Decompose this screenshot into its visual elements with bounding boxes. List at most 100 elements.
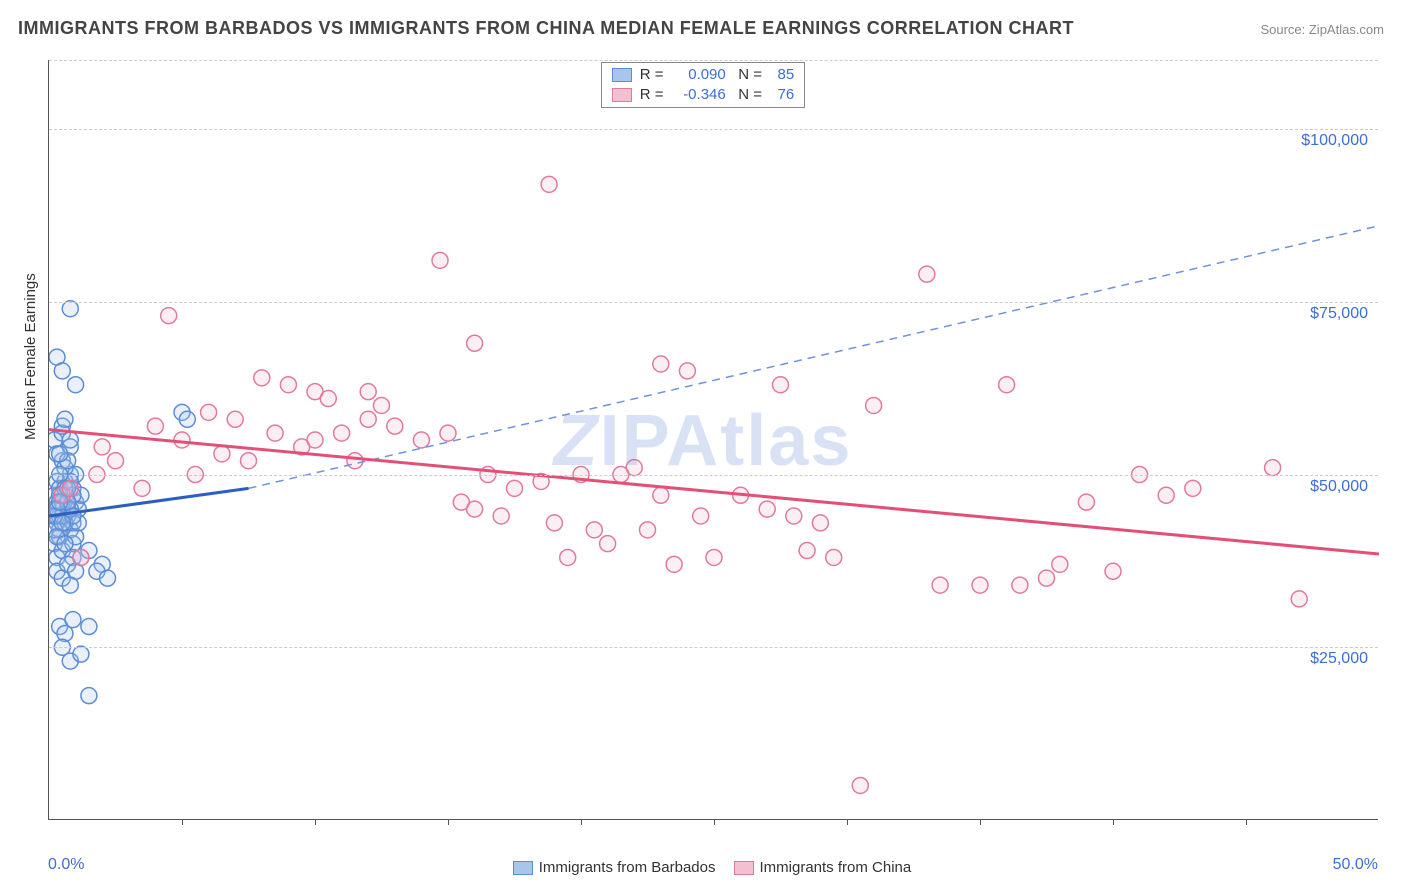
scatter-plot-svg — [49, 60, 1379, 820]
grid-line — [49, 647, 1378, 648]
data-point — [73, 549, 89, 565]
grid-line — [49, 302, 1378, 303]
legend-swatch — [734, 861, 754, 875]
data-point — [54, 515, 70, 531]
data-point — [1039, 570, 1055, 586]
data-point — [560, 549, 576, 565]
legend-swatch — [513, 861, 533, 875]
correlation-legend: R = 0.090 N = 85R = -0.346 N = 76 — [0, 62, 1406, 108]
data-point — [307, 432, 323, 448]
y-tick-label: $75,000 — [1310, 305, 1368, 323]
plot-area: $25,000 $50,000 $75,000 $100,000 — [48, 60, 1378, 820]
data-point — [374, 397, 390, 413]
data-point — [52, 446, 68, 462]
data-point — [241, 453, 257, 469]
data-point — [786, 508, 802, 524]
data-point — [693, 508, 709, 524]
data-point — [174, 432, 190, 448]
legend-swatch — [612, 68, 632, 82]
data-point — [546, 515, 562, 531]
source-link[interactable]: ZipAtlas.com — [1309, 22, 1384, 37]
correlation-legend-box: R = 0.090 N = 85R = -0.346 N = 76 — [601, 62, 805, 108]
data-point — [706, 549, 722, 565]
y-tick-label: $50,000 — [1310, 478, 1368, 496]
legend-label: Immigrants from China — [760, 859, 912, 876]
chart-title: IMMIGRANTS FROM BARBADOS VS IMMIGRANTS F… — [18, 18, 1074, 39]
data-point — [467, 335, 483, 351]
data-point — [214, 446, 230, 462]
data-point — [1185, 480, 1201, 496]
data-point — [1291, 591, 1307, 607]
data-point — [972, 577, 988, 593]
data-point — [432, 252, 448, 268]
data-point — [134, 480, 150, 496]
legend-swatch — [612, 88, 632, 102]
data-point — [799, 543, 815, 559]
x-tick — [1113, 819, 1114, 825]
data-point — [679, 363, 695, 379]
data-point — [1052, 556, 1068, 572]
x-tick — [182, 819, 183, 825]
data-point — [866, 397, 882, 413]
source-prefix: Source: — [1260, 22, 1308, 37]
trend-line-extrapolated — [249, 226, 1380, 489]
data-point — [347, 453, 363, 469]
x-tick — [714, 819, 715, 825]
data-point — [62, 480, 78, 496]
data-point — [541, 176, 557, 192]
data-point — [1158, 487, 1174, 503]
data-point — [999, 377, 1015, 393]
data-point — [73, 646, 89, 662]
data-point — [666, 556, 682, 572]
r-value: 0.090 — [668, 65, 726, 85]
data-point — [413, 432, 429, 448]
data-point — [1078, 494, 1094, 510]
data-point — [147, 418, 163, 434]
data-point — [653, 356, 669, 372]
data-point — [62, 577, 78, 593]
data-point — [1265, 460, 1281, 476]
data-point — [586, 522, 602, 538]
data-point — [600, 536, 616, 552]
data-point — [57, 536, 73, 552]
data-point — [81, 688, 97, 704]
n-value: 76 — [766, 85, 794, 105]
legend-label: Immigrants from Barbados — [539, 859, 716, 876]
data-point — [280, 377, 296, 393]
data-point — [360, 411, 376, 427]
data-point — [54, 363, 70, 379]
x-tick — [980, 819, 981, 825]
grid-line — [49, 129, 1378, 130]
data-point — [1012, 577, 1028, 593]
data-point — [100, 570, 116, 586]
chart-container: IMMIGRANTS FROM BARBADOS VS IMMIGRANTS F… — [0, 0, 1406, 892]
x-tick — [1246, 819, 1247, 825]
data-point — [320, 391, 336, 407]
data-point — [201, 404, 217, 420]
data-point — [108, 453, 124, 469]
data-point — [919, 266, 935, 282]
data-point — [640, 522, 656, 538]
data-point — [852, 777, 868, 793]
r-label: R = — [640, 66, 668, 83]
data-point — [65, 612, 81, 628]
y-tick-label: $100,000 — [1301, 132, 1368, 150]
data-point — [62, 301, 78, 317]
y-axis-label: Median Female Earnings — [22, 273, 39, 440]
data-point — [81, 619, 97, 635]
x-tick — [581, 819, 582, 825]
data-point — [267, 425, 283, 441]
data-point — [493, 508, 509, 524]
data-point — [773, 377, 789, 393]
n-label: N = — [738, 86, 766, 103]
grid-line — [49, 60, 1378, 61]
data-point — [254, 370, 270, 386]
legend-row: R = -0.346 N = 76 — [612, 85, 794, 105]
source-attribution: Source: ZipAtlas.com — [1260, 22, 1384, 37]
y-tick-label: $25,000 — [1310, 650, 1368, 668]
data-point — [932, 577, 948, 593]
data-point — [62, 432, 78, 448]
x-tick — [448, 819, 449, 825]
data-point — [360, 384, 376, 400]
data-point — [387, 418, 403, 434]
